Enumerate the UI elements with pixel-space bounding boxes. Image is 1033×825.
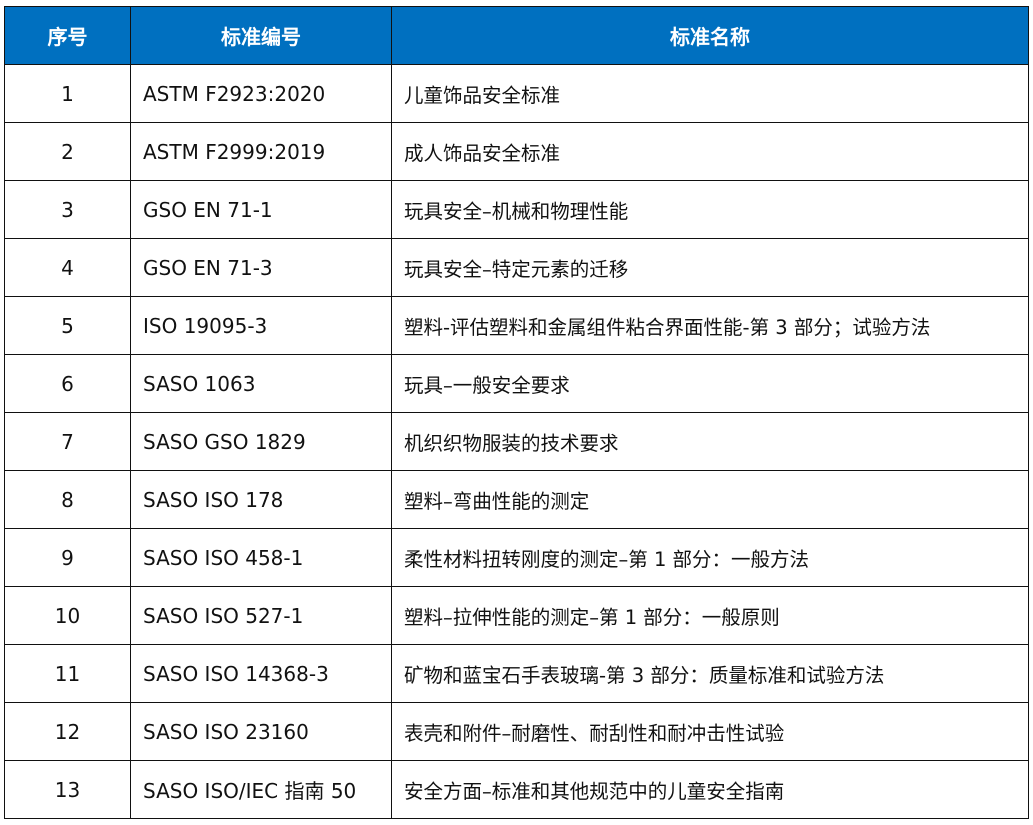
row-index: 13 — [4, 760, 131, 819]
standard-number: ASTM F2923:2020 — [130, 64, 392, 123]
standard-number: SASO 1063 — [130, 354, 392, 413]
row-index: 2 — [4, 122, 131, 181]
standard-number: SASO ISO 14368-3 — [130, 644, 392, 703]
header-row: 序号 标准编号 标准名称 — [4, 6, 1029, 65]
standard-number: SASO ISO 23160 — [130, 702, 392, 761]
standard-number: SASO GSO 1829 — [130, 412, 392, 471]
standard-name: 玩具安全–特定元素的迁移 — [391, 238, 1029, 297]
row-index: 3 — [4, 180, 131, 239]
table-row: 6 SASO 1063 玩具–一般安全要求 — [4, 354, 1029, 413]
standard-name: 矿物和蓝宝石手表玻璃-第 3 部分：质量标准和试验方法 — [391, 644, 1029, 703]
row-index: 8 — [4, 470, 131, 529]
table-row: 13 SASO ISO/IEC 指南 50 安全方面–标准和其他规范中的儿童安全指南 — [4, 760, 1029, 819]
standards-table: 序号 标准编号 标准名称 1 ASTM F2923:2020 儿童饰品安全标准 2 AS… — [4, 6, 1029, 819]
header-standard-name: 标准名称 — [391, 6, 1029, 65]
row-index: 11 — [4, 644, 131, 703]
table-row: 10 SASO ISO 527-1 塑料–拉伸性能的测定–第 1 部分：一般原则 — [4, 586, 1029, 645]
table-row: 11 SASO ISO 14368-3 矿物和蓝宝石手表玻璃-第 3 部分：质量标准… — [4, 644, 1029, 703]
table-row: 3 GSO EN 71-1 玩具安全–机械和物理性能 — [4, 180, 1029, 239]
table-row: 7 SASO GSO 1829 机织织物服装的技术要求 — [4, 412, 1029, 471]
table-row: 1 ASTM F2923:2020 儿童饰品安全标准 — [4, 64, 1029, 123]
row-index: 6 — [4, 354, 131, 413]
row-index: 4 — [4, 238, 131, 297]
row-index: 12 — [4, 702, 131, 761]
standard-number: GSO EN 71-1 — [130, 180, 392, 239]
standard-name: 塑料–弯曲性能的测定 — [391, 470, 1029, 529]
row-index: 1 — [4, 64, 131, 123]
standard-number: ASTM F2999:2019 — [130, 122, 392, 181]
standard-number: SASO ISO 527-1 — [130, 586, 392, 645]
row-index: 10 — [4, 586, 131, 645]
row-index: 5 — [4, 296, 131, 355]
standard-number: ISO 19095-3 — [130, 296, 392, 355]
standard-name: 成人饰品安全标准 — [391, 122, 1029, 181]
standard-name: 玩具–一般安全要求 — [391, 354, 1029, 413]
table-row: 12 SASO ISO 23160 表壳和附件–耐磨性、耐刮性和耐冲击性试验 — [4, 702, 1029, 761]
standard-name: 机织织物服装的技术要求 — [391, 412, 1029, 471]
standard-number: GSO EN 71-3 — [130, 238, 392, 297]
standard-name: 儿童饰品安全标准 — [391, 64, 1029, 123]
row-index: 9 — [4, 528, 131, 587]
table-row: 5 ISO 19095-3 塑料-评估塑料和金属组件粘合界面性能-第 3 部分；试验… — [4, 296, 1029, 355]
standard-name: 表壳和附件–耐磨性、耐刮性和耐冲击性试验 — [391, 702, 1029, 761]
table-row: 9 SASO ISO 458-1 柔性材料扭转刚度的测定–第 1 部分：一般方法 — [4, 528, 1029, 587]
standard-name: 玩具安全–机械和物理性能 — [391, 180, 1029, 239]
standard-name: 塑料-评估塑料和金属组件粘合界面性能-第 3 部分；试验方法 — [391, 296, 1029, 355]
standard-number: SASO ISO/IEC 指南 50 — [130, 760, 392, 819]
table-row: 2 ASTM F2999:2019 成人饰品安全标准 — [4, 122, 1029, 181]
row-index: 7 — [4, 412, 131, 471]
standard-name: 塑料–拉伸性能的测定–第 1 部分：一般原则 — [391, 586, 1029, 645]
header-standard-number: 标准编号 — [130, 6, 392, 65]
standard-number: SASO ISO 458-1 — [130, 528, 392, 587]
standard-name: 柔性材料扭转刚度的测定–第 1 部分：一般方法 — [391, 528, 1029, 587]
header-index: 序号 — [4, 6, 131, 65]
standard-number: SASO ISO 178 — [130, 470, 392, 529]
standard-name: 安全方面–标准和其他规范中的儿童安全指南 — [391, 760, 1029, 819]
table-row: 4 GSO EN 71-3 玩具安全–特定元素的迁移 — [4, 238, 1029, 297]
table-row: 8 SASO ISO 178 塑料–弯曲性能的测定 — [4, 470, 1029, 529]
